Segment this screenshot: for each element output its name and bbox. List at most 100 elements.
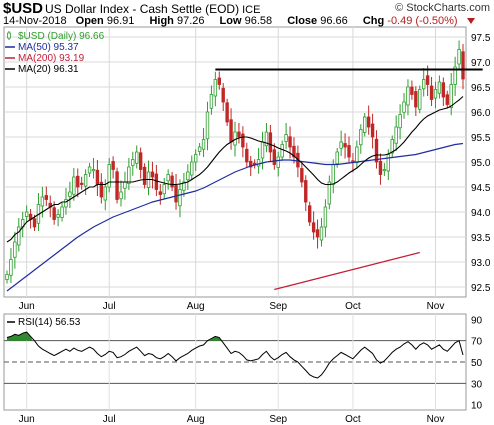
- candle-body: [13, 241, 17, 258]
- candle-body: [221, 87, 225, 103]
- candle-body: [64, 199, 68, 208]
- candle-body: [182, 181, 186, 191]
- rsi-tick-label: 30: [471, 379, 483, 390]
- candle-body: [378, 160, 383, 175]
- candle-body: [264, 131, 269, 147]
- candle-body: [111, 161, 115, 170]
- candle-body: [107, 164, 111, 188]
- legend-entry: $USD (Daily) 96.66: [18, 31, 105, 42]
- candle-body: [449, 84, 453, 108]
- candle-body: [355, 146, 359, 164]
- candle-body: [335, 151, 339, 165]
- candle-body: [256, 159, 261, 167]
- rsi-x-tick-label: Oct: [345, 414, 361, 425]
- change-value: -0.49 (-0.50%): [387, 15, 458, 27]
- candle-body: [315, 229, 320, 238]
- candle-body: [40, 196, 45, 207]
- candle-body: [370, 123, 375, 138]
- candle-body: [83, 174, 88, 187]
- candle-body: [197, 146, 202, 152]
- legend-entry: MA(200) 93.19: [18, 53, 85, 64]
- candle-body: [425, 75, 430, 85]
- price-tick-label: 97.5: [471, 33, 491, 44]
- price-tick-label: 94.0: [471, 208, 491, 219]
- price-tick-label: 92.5: [471, 283, 491, 294]
- rsi-x-tick-label: Jun: [19, 414, 35, 425]
- candle-body: [461, 51, 465, 80]
- candle-body: [9, 259, 13, 276]
- price-x-tick-label: Aug: [187, 301, 205, 312]
- candle-body: [347, 145, 351, 158]
- price-tick-label: 95.0: [471, 158, 491, 169]
- rsi-x-tick-label: Sep: [269, 414, 287, 425]
- candle-body: [311, 222, 316, 233]
- chart-title: $USD US Dollar Index - Cash Settle (EOD) I…: [3, 0, 260, 18]
- candle-body: [119, 191, 123, 200]
- close-quote: Close 96.66: [287, 15, 348, 27]
- price-tick-label: 93.0: [471, 258, 491, 269]
- candle-body: [135, 151, 139, 164]
- candle-body: [158, 191, 163, 195]
- candle-body: [68, 191, 72, 197]
- change-quote: Chg -0.49 (-0.50%): [363, 15, 481, 27]
- candle-body: [241, 133, 245, 148]
- price-x-tick-label: Sep: [269, 301, 287, 312]
- candle-body: [123, 181, 127, 189]
- candle-body: [190, 161, 194, 176]
- candle-body: [441, 82, 446, 98]
- candle-body: [343, 143, 347, 148]
- candle-body: [79, 182, 84, 185]
- candle-body: [237, 131, 241, 138]
- candle-body: [406, 86, 410, 106]
- legend-entry: MA(50) 95.37: [18, 42, 79, 53]
- candle-body: [91, 169, 96, 172]
- rsi-overbought-fill: [7, 332, 33, 341]
- candle-body: [374, 138, 379, 163]
- candle-body: [229, 119, 233, 143]
- candle-body: [288, 136, 292, 148]
- legend-entry: MA(20) 96.31: [18, 64, 79, 75]
- candle-body: [268, 132, 273, 153]
- price-x-tick-label: Jul: [103, 301, 116, 312]
- candle-body: [249, 160, 253, 168]
- candle-body: [99, 181, 104, 198]
- candle-body: [284, 134, 288, 142]
- candle-body: [178, 189, 182, 207]
- instrument-description: US Dollar Index - Cash Settle (EOD): [45, 2, 240, 16]
- candle-body: [327, 181, 332, 205]
- candle-body: [201, 139, 206, 150]
- candle-body: [186, 171, 190, 181]
- candle-body: [445, 94, 449, 105]
- candle-body: [138, 152, 143, 170]
- candle-body: [363, 116, 367, 133]
- open-quote: Open 96.91: [75, 15, 135, 27]
- candle-body: [453, 66, 457, 85]
- rsi-tick-label: 50: [471, 358, 483, 369]
- rsi-tick-label: 10: [471, 401, 483, 412]
- price-tick-label: 96.5: [471, 83, 491, 94]
- candle-body: [323, 206, 328, 228]
- price-tick-label: 96.0: [471, 108, 491, 119]
- candle-body: [60, 206, 64, 218]
- candle-body: [398, 114, 402, 129]
- candle-body: [394, 126, 398, 144]
- low-quote: Low 96.58: [219, 15, 273, 27]
- candle-body: [280, 144, 284, 158]
- candle-body: [410, 86, 414, 95]
- high-value: 97.26: [176, 15, 205, 27]
- candle-body: [52, 207, 56, 220]
- price-x-tick-label: Nov: [427, 301, 445, 312]
- candle-body: [142, 166, 147, 185]
- candle-body: [418, 89, 422, 110]
- low-value: 96.58: [244, 15, 273, 27]
- rsi-x-tick-label: Aug: [187, 414, 205, 425]
- high-quote: High 97.26: [149, 15, 205, 27]
- candle-body: [174, 185, 178, 203]
- candle-body: [437, 81, 442, 94]
- rsi-panel: 10 30 50 70 90 Jun Jul Aug Sep Oct Nov RSI(14) 56.5…: [3, 313, 483, 425]
- candle-body: [127, 166, 131, 184]
- rsi-tick-label: 90: [471, 315, 483, 326]
- brand-watermark[interactable]: © StockCharts.com: [395, 2, 490, 14]
- candle-body: [339, 141, 343, 149]
